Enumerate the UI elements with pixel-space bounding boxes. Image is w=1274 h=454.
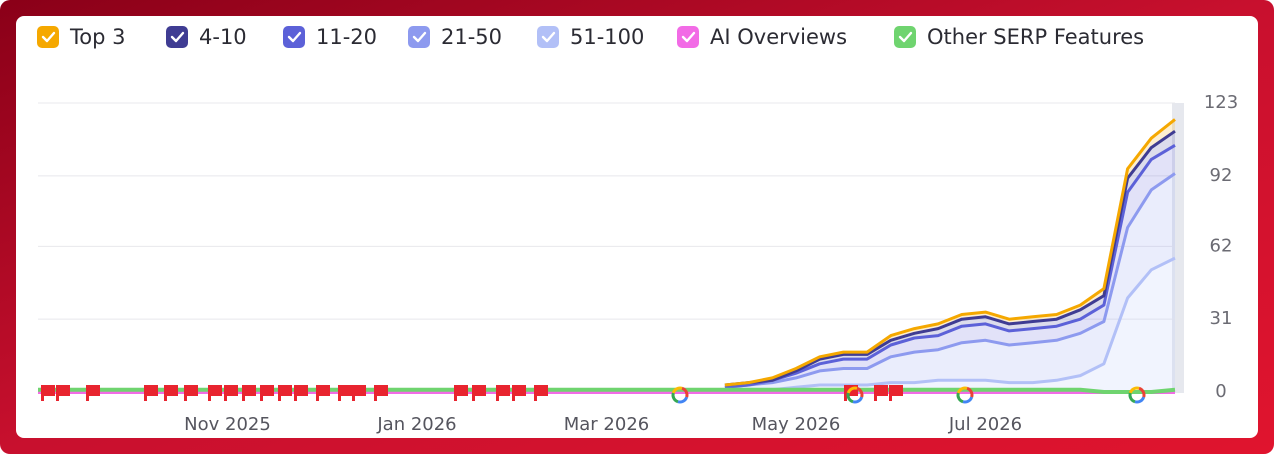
- legend: Top 3 4-10 11-20 21-50 51-100 AI Overviews Oth…: [37, 25, 1144, 49]
- annotation-flag: [374, 385, 388, 401]
- annotation-flag: [208, 385, 222, 401]
- update-icon: [1128, 392, 1136, 404]
- x-tick-label: Nov 2025: [184, 414, 271, 435]
- y-tick-label: 92: [1210, 165, 1233, 186]
- update-icon: [1134, 396, 1146, 404]
- legend-check: [412, 31, 427, 43]
- legend-check: [41, 31, 56, 43]
- legend-checkbox[interactable]: [283, 26, 305, 48]
- update-icon: [681, 386, 689, 398]
- annotation-flag: [260, 385, 274, 401]
- annotation-flag: [316, 385, 330, 401]
- legend-check: [170, 31, 185, 43]
- y-tick-label: 123: [1204, 92, 1238, 113]
- legend-label[interactable]: 21-50: [441, 25, 502, 49]
- update-icon: [966, 386, 974, 398]
- legend-checkbox[interactable]: [166, 26, 188, 48]
- update-icon: [956, 386, 968, 394]
- legend-checkbox[interactable]: [37, 26, 59, 48]
- update-icon: [1138, 386, 1146, 398]
- update-icon: [852, 396, 864, 404]
- annotation-flag: [184, 385, 198, 401]
- legend-checkbox[interactable]: [537, 26, 559, 48]
- annotation-flag: [874, 385, 888, 401]
- legend-item[interactable]: Top 3: [37, 25, 125, 49]
- update-icon: [956, 392, 964, 404]
- update-icon: [671, 392, 679, 404]
- y-tick-label: 0: [1215, 381, 1226, 402]
- update-icon: [1128, 386, 1140, 394]
- x-tick-label: May 2026: [752, 414, 841, 435]
- legend-item[interactable]: AI Overviews: [677, 25, 847, 49]
- annotation-flag: [889, 385, 903, 401]
- axes: 0 31 62 92 123 Nov 2025 Jan 2026 Mar 2026 May 20…: [184, 92, 1238, 435]
- legend-check: [287, 31, 302, 43]
- update-icon: [846, 392, 854, 404]
- legend-check: [898, 31, 913, 43]
- y-tick-label: 62: [1210, 235, 1233, 256]
- x-tick-label: Jan 2026: [376, 414, 456, 435]
- annotation-flag: [56, 385, 70, 401]
- annotation-flag: [144, 385, 158, 401]
- annotation-flag: [496, 385, 510, 401]
- update-icon: [856, 386, 864, 398]
- update-icon: [846, 386, 858, 394]
- series-area: [724, 258, 1175, 392]
- annotation-flag: [294, 385, 308, 401]
- legend-label[interactable]: Top 3: [69, 25, 125, 49]
- annotation-flag: [224, 385, 238, 401]
- series-line: [724, 172, 1176, 389]
- legend-label[interactable]: 51-100: [570, 25, 644, 49]
- series-line: [724, 144, 1176, 389]
- x-tick-label: Mar 2026: [564, 414, 650, 435]
- annotation-flag: [41, 385, 55, 401]
- legend-item[interactable]: 4-10: [166, 25, 247, 49]
- annotation-flag: [534, 385, 548, 401]
- y-tick-label: 31: [1210, 308, 1233, 329]
- annotation-flag: [338, 385, 352, 401]
- series-line: [724, 118, 1176, 387]
- update-icon: [962, 396, 974, 404]
- legend-label[interactable]: AI Overviews: [710, 25, 847, 49]
- update-icon: [671, 386, 683, 394]
- legend-check: [681, 31, 696, 43]
- legend-checkbox[interactable]: [677, 26, 699, 48]
- legend-item[interactable]: 51-100: [537, 25, 644, 49]
- series-line: [724, 129, 1176, 387]
- legend-label[interactable]: 4-10: [199, 25, 247, 49]
- legend-check: [541, 31, 556, 43]
- legend-item[interactable]: 11-20: [283, 25, 377, 49]
- annotation-flag: [278, 385, 292, 401]
- legend-item[interactable]: Other SERP Features: [894, 25, 1144, 49]
- x-tick-label: Jul 2026: [948, 414, 1022, 435]
- annotation-flag: [242, 385, 256, 401]
- legend-checkbox[interactable]: [408, 26, 430, 48]
- legend-item[interactable]: 21-50: [408, 25, 502, 49]
- annotation-flag: [454, 385, 468, 401]
- legend-checkbox[interactable]: [894, 26, 916, 48]
- series-line: [724, 256, 1176, 392]
- annotation-flag: [86, 385, 100, 401]
- annotation-flag: [164, 385, 178, 401]
- legend-label[interactable]: 11-20: [316, 25, 377, 49]
- annotations: [41, 385, 1146, 404]
- annotation-flag: [472, 385, 486, 401]
- series-area: [724, 145, 1175, 388]
- legend-label[interactable]: Other SERP Features: [927, 25, 1144, 49]
- update-icon: [677, 396, 689, 404]
- annotation-flag: [512, 385, 526, 401]
- annotation-flag: [352, 385, 366, 401]
